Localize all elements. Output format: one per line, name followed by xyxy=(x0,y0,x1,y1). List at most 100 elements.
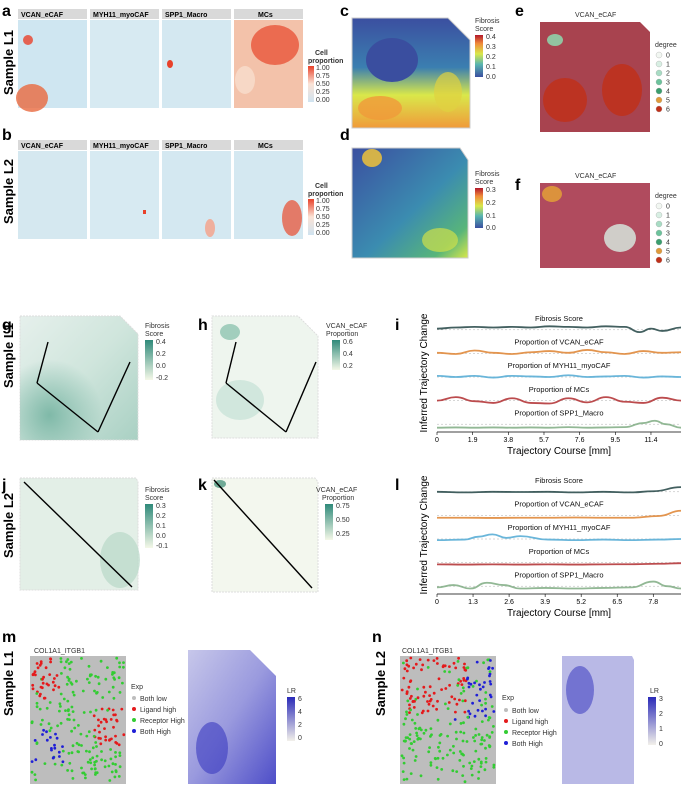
exp-point xyxy=(77,743,81,747)
exp-point xyxy=(61,745,64,748)
exp-point xyxy=(39,692,42,696)
exp-point xyxy=(484,760,488,764)
strip-bg xyxy=(18,140,87,150)
exp-point xyxy=(404,739,407,743)
exp-point xyxy=(114,751,117,754)
exp-point xyxy=(117,775,121,778)
exp-point xyxy=(402,722,406,726)
exp-point xyxy=(35,705,39,709)
series-line xyxy=(436,580,682,590)
exp-point xyxy=(49,726,53,730)
exp-point xyxy=(469,767,473,770)
exp-point xyxy=(34,758,38,762)
exp-point xyxy=(33,739,37,742)
legend-tick: 0.6 xyxy=(343,339,353,346)
exp-point xyxy=(99,742,103,746)
exp-point xyxy=(59,660,63,664)
exp-point xyxy=(105,720,108,724)
trajectory-arrows-g xyxy=(36,341,131,433)
exp-point xyxy=(421,663,425,667)
legend-colorbar xyxy=(332,340,340,370)
exp-point xyxy=(67,662,71,665)
exp-point xyxy=(479,687,482,691)
exp-point xyxy=(111,685,115,689)
degree-tick: 2 xyxy=(666,222,670,229)
trajectory-chart-i: Inferred Trajectory Change Fibrosis Score… xyxy=(419,313,682,457)
exp-points-m xyxy=(30,656,126,782)
exp-point xyxy=(95,771,99,775)
exp-point xyxy=(408,747,411,750)
series-line xyxy=(436,486,682,494)
exp-point xyxy=(95,759,98,763)
legend-colorbar xyxy=(308,199,314,235)
exp-point xyxy=(416,687,419,691)
exp-point xyxy=(93,763,96,767)
series-title: Proportion of SPP1_Macro xyxy=(514,570,603,579)
exp-map-n xyxy=(400,656,496,784)
lr-tick: 0 xyxy=(298,735,302,742)
panel-m-title: COL1A1_ITGB1 xyxy=(34,648,85,655)
exp-point xyxy=(47,722,51,726)
legend-tick: 0.75 xyxy=(316,73,330,80)
exp-point xyxy=(49,657,53,661)
x-tick-label: 0 xyxy=(435,437,439,444)
degree-tick: 6 xyxy=(666,258,670,265)
exp-point xyxy=(93,767,97,771)
series-line xyxy=(436,374,682,379)
legend-title: Exp xyxy=(131,684,143,691)
exp-point xyxy=(76,750,80,753)
exp-point xyxy=(448,665,451,668)
exp-point xyxy=(81,689,85,693)
legend-g: Fibrosis Score 0.4 0.2 0.0 -0.2 xyxy=(145,323,170,382)
exp-point xyxy=(484,746,487,750)
exp-point xyxy=(404,736,408,739)
exp-point xyxy=(112,696,116,700)
series-title: Proportion of MYH11_myoCAF xyxy=(508,361,611,370)
x-tick-label: 3.8 xyxy=(503,437,513,444)
exp-point xyxy=(430,733,433,737)
exp-point xyxy=(48,701,52,704)
legend-tick: 0.50 xyxy=(336,517,350,524)
strip-bg xyxy=(162,140,231,150)
x-tick-label: 7.8 xyxy=(648,599,658,606)
exp-point xyxy=(93,728,97,732)
exp-point xyxy=(108,738,111,742)
degree-tick: 0 xyxy=(666,204,670,211)
exp-point xyxy=(118,661,121,665)
exp-point xyxy=(95,754,99,758)
legend-title-line: proportion xyxy=(308,191,343,198)
exp-point xyxy=(57,685,61,689)
exp-point xyxy=(487,744,491,747)
panel-letter-a: a xyxy=(2,3,11,20)
exp-point xyxy=(473,714,477,718)
series-line xyxy=(436,349,682,355)
legend-c: Fibrosis Score 0.4 0.3 0.2 0.1 0.0 xyxy=(475,18,500,81)
exp-point xyxy=(64,709,67,712)
legend-tick: 0.4 xyxy=(343,351,353,358)
high-region xyxy=(362,149,382,167)
exp-point xyxy=(462,689,466,693)
panel-b-facets: VCAN_eCAF MYH11_myoCAF SPP1_Macro MCs xyxy=(18,140,303,239)
exp-point xyxy=(474,749,478,753)
legend-title-line: Fibrosis xyxy=(475,18,500,25)
lr-tick: 4 xyxy=(298,709,302,716)
lr-hotspot xyxy=(566,666,594,714)
exp-point xyxy=(461,686,465,690)
legend-title-line: Fibrosis xyxy=(145,323,170,330)
exp-point xyxy=(70,729,73,733)
exp-point xyxy=(458,698,461,702)
legend-item: Both low xyxy=(140,696,168,703)
x-tick-label: 7.6 xyxy=(575,437,585,444)
legend-colorbar xyxy=(145,340,153,380)
panel-letter-g: g xyxy=(2,317,12,334)
strip-vcan: VCAN_eCAF xyxy=(21,12,64,19)
strip-bg xyxy=(162,9,231,19)
x-tick-label: 11.4 xyxy=(644,437,657,444)
exp-point xyxy=(428,685,432,689)
degree-swatch xyxy=(655,211,663,219)
legend-item: Receptor High xyxy=(140,718,185,725)
exp-point xyxy=(50,748,53,752)
exp-point xyxy=(452,744,455,748)
